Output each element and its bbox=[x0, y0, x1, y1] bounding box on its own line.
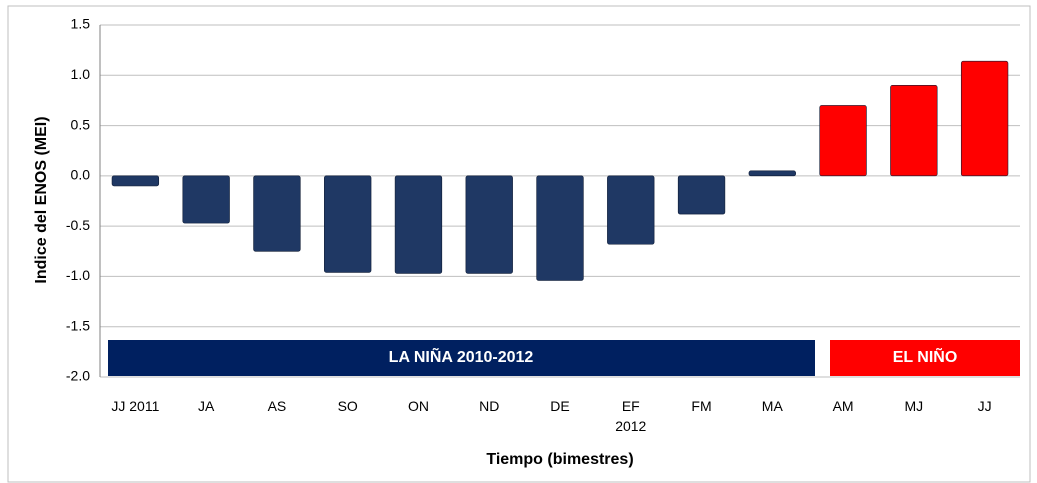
x-tick-label: JA bbox=[197, 398, 215, 414]
x-tick-label: JJ bbox=[977, 398, 992, 414]
chart-frame bbox=[7, 5, 1031, 483]
bar bbox=[607, 175, 655, 245]
x-tick-label: FM bbox=[691, 398, 712, 414]
bar bbox=[819, 105, 867, 177]
el-nino-label: EL NIÑO bbox=[893, 346, 958, 366]
y-tick-label: -0.5 bbox=[66, 217, 90, 233]
la-nina-label: LA NIÑA 2010-2012 bbox=[389, 346, 534, 366]
x-tick-label: DE bbox=[550, 398, 570, 414]
x-tick-label: MJ bbox=[904, 398, 924, 414]
y-tick-label: -1.0 bbox=[66, 267, 90, 283]
y-tick-label: 1.0 bbox=[71, 66, 91, 82]
y-axis-label: Indice del ENOS (MEI) bbox=[33, 116, 50, 283]
x-tick-label: ON bbox=[407, 398, 429, 414]
bar bbox=[536, 175, 584, 281]
la-nina-band bbox=[108, 340, 815, 376]
bar bbox=[677, 175, 726, 215]
y-tick-label: -2.0 bbox=[66, 368, 90, 384]
el-nino-band bbox=[830, 340, 1020, 376]
bar bbox=[960, 60, 1009, 177]
bar bbox=[182, 175, 230, 224]
x-axis-label: Tiempo (bimestres) bbox=[486, 451, 633, 468]
x-tick-label: AS bbox=[267, 398, 287, 414]
bar bbox=[465, 175, 513, 274]
bar bbox=[253, 175, 301, 252]
y-tick-label: 0.0 bbox=[71, 167, 91, 183]
x-tick-label: ND bbox=[479, 398, 500, 414]
y-tick-label: -1.5 bbox=[66, 317, 90, 333]
y-tick-label: 0.5 bbox=[71, 116, 91, 132]
x-tick-label: AM bbox=[832, 398, 854, 414]
bar bbox=[111, 175, 160, 187]
x-tick-label: SO bbox=[337, 398, 358, 414]
y-tick-label: 1.5 bbox=[71, 16, 91, 32]
bar bbox=[890, 85, 938, 177]
x-tick-label: JJ 2011 bbox=[111, 398, 160, 414]
bar bbox=[394, 175, 443, 274]
x-tick-label: EF 2012 bbox=[615, 398, 647, 434]
bar bbox=[748, 170, 796, 177]
bar bbox=[324, 175, 372, 273]
x-tick-label: MA bbox=[761, 398, 783, 414]
